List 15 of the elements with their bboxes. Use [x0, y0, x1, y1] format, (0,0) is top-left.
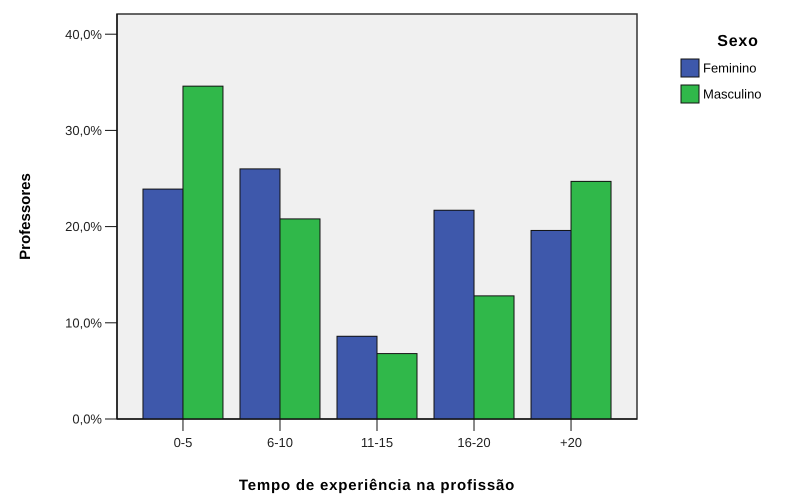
legend-label: Feminino	[703, 60, 756, 76]
y-axis-title: Professores	[17, 173, 34, 260]
legend-title: Sexo	[717, 33, 759, 50]
x-axis-title: Tempo de experiência na profissão	[238, 477, 516, 494]
x-tick-label: +20	[560, 435, 582, 450]
y-tick-label: 30,0%	[65, 122, 102, 138]
legend-label: Masculino	[703, 86, 762, 102]
x-tick-label: 6-10	[266, 435, 293, 450]
y-tick-label: 20,0%	[65, 219, 102, 234]
y-tick-label: 10,0%	[65, 315, 102, 330]
x-tick-label: 11-15	[360, 435, 394, 450]
y-tick-label: 40,0%	[65, 26, 102, 42]
x-tick-label: 16-20	[457, 435, 491, 450]
x-tick-label: 0-5	[174, 435, 192, 450]
y-tick-label: 0,0%	[72, 412, 102, 427]
